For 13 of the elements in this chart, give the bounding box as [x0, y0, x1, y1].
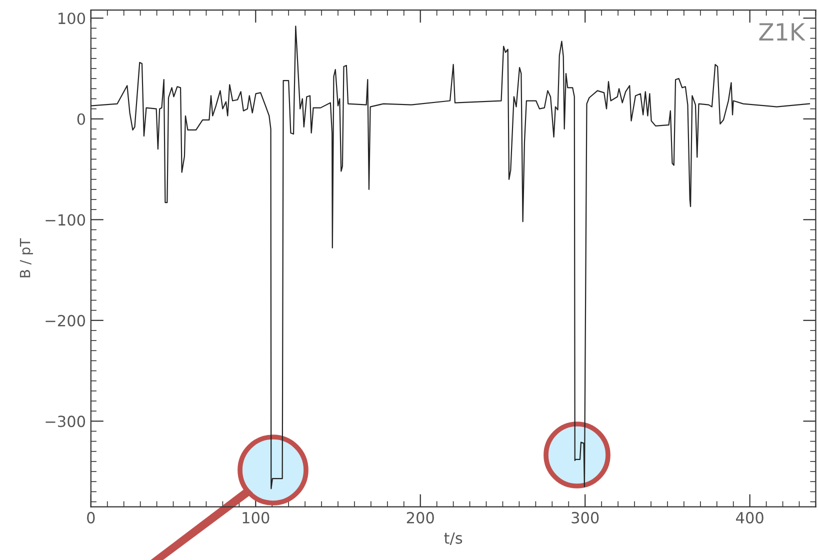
- x-tick-label: 100: [242, 512, 270, 524]
- y-tick-label: −200: [46, 314, 86, 326]
- y-tick-label: −300: [46, 416, 86, 428]
- y-tick-label: 100: [58, 12, 86, 24]
- annotation: Z1K: [759, 23, 806, 40]
- x-tick-label: 0: [87, 512, 95, 524]
- y-axis-title: B / pT: [20, 238, 33, 278]
- x-tick-label: 300: [572, 512, 599, 524]
- x-tick-label: 200: [406, 512, 434, 524]
- x-axis-title: t/s: [444, 532, 462, 546]
- y-tick-label: −100: [46, 214, 86, 226]
- y-tick-label: 0: [77, 113, 86, 125]
- x-tick-label: 400: [736, 512, 764, 524]
